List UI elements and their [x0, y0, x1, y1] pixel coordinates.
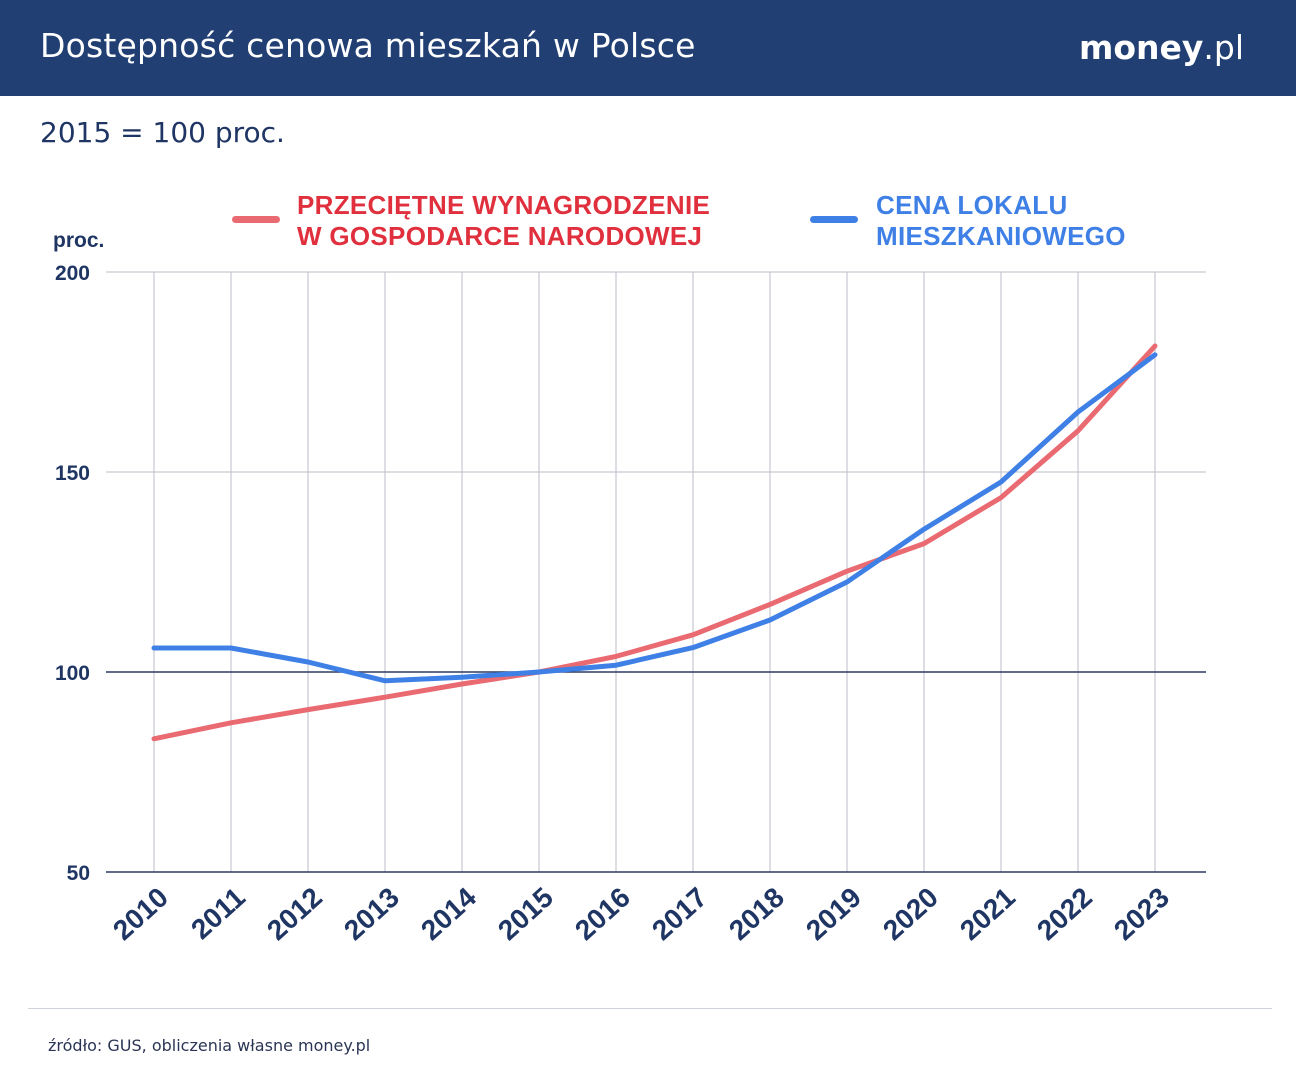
chart-series — [151, 343, 1158, 742]
x-axis-ticks: 2010 2011 2012 2013 2014 2015 2016 2017 2018 2019… — [107, 881, 1175, 946]
brand-logo-bold: money — [1078, 28, 1204, 67]
chart-grid — [106, 271, 1206, 873]
x-tick-label-2019: 2019 — [800, 881, 867, 946]
legend-label-wages: PRZECIĘTNE WYNAGRODZENIE W GOSPODARCE NA… — [297, 190, 711, 251]
x-tick-label-2015: 2015 — [492, 881, 559, 946]
x-tick-label-2023: 2023 — [1108, 881, 1175, 946]
x-tick-label-2021: 2021 — [954, 881, 1021, 946]
footer-divider — [28, 1008, 1272, 1009]
legend-label-prices: CENA LOKALU MIESZKANIOWEGO — [876, 190, 1126, 251]
series-line-prices — [151, 352, 1158, 684]
x-tick-label-2012: 2012 — [261, 881, 328, 946]
x-tick-label-2018: 2018 — [723, 881, 790, 946]
y-tick-label-200: 200 — [55, 262, 90, 285]
y-tick-label-150: 150 — [55, 462, 90, 485]
chart-subtitle: 2015 = 100 proc. — [40, 116, 285, 149]
legend-swatch-prices — [810, 216, 858, 223]
source-note: źródło: GUS, obliczenia własne money.pl — [48, 1036, 371, 1055]
x-tick-label-2010: 2010 — [107, 881, 174, 946]
legend-swatch-wages — [232, 216, 280, 223]
x-tick-label-2013: 2013 — [338, 881, 405, 946]
y-axis-ticks: 50 100 150 200 — [55, 262, 90, 885]
brand-logo-suffix: .pl — [1203, 28, 1244, 67]
x-tick-label-2011: 2011 — [185, 881, 251, 945]
x-tick-label-2014: 2014 — [415, 881, 482, 946]
x-tick-label-2020: 2020 — [877, 881, 944, 946]
page-title: Dostępność cenowa mieszkań w Polsce — [40, 26, 696, 65]
header-bar: Dostępność cenowa mieszkań w Polsce mone… — [0, 0, 1296, 96]
series-line-wages — [151, 343, 1158, 742]
y-tick-label-50: 50 — [67, 862, 90, 885]
y-tick-label-100: 100 — [55, 662, 90, 685]
x-tick-label-2022: 2022 — [1031, 881, 1098, 946]
x-tick-label-2017: 2017 — [646, 881, 713, 946]
y-axis-unit-label: proc. — [53, 229, 104, 252]
x-tick-label-2016: 2016 — [569, 881, 636, 946]
brand-logo: money.pl — [1079, 28, 1244, 67]
